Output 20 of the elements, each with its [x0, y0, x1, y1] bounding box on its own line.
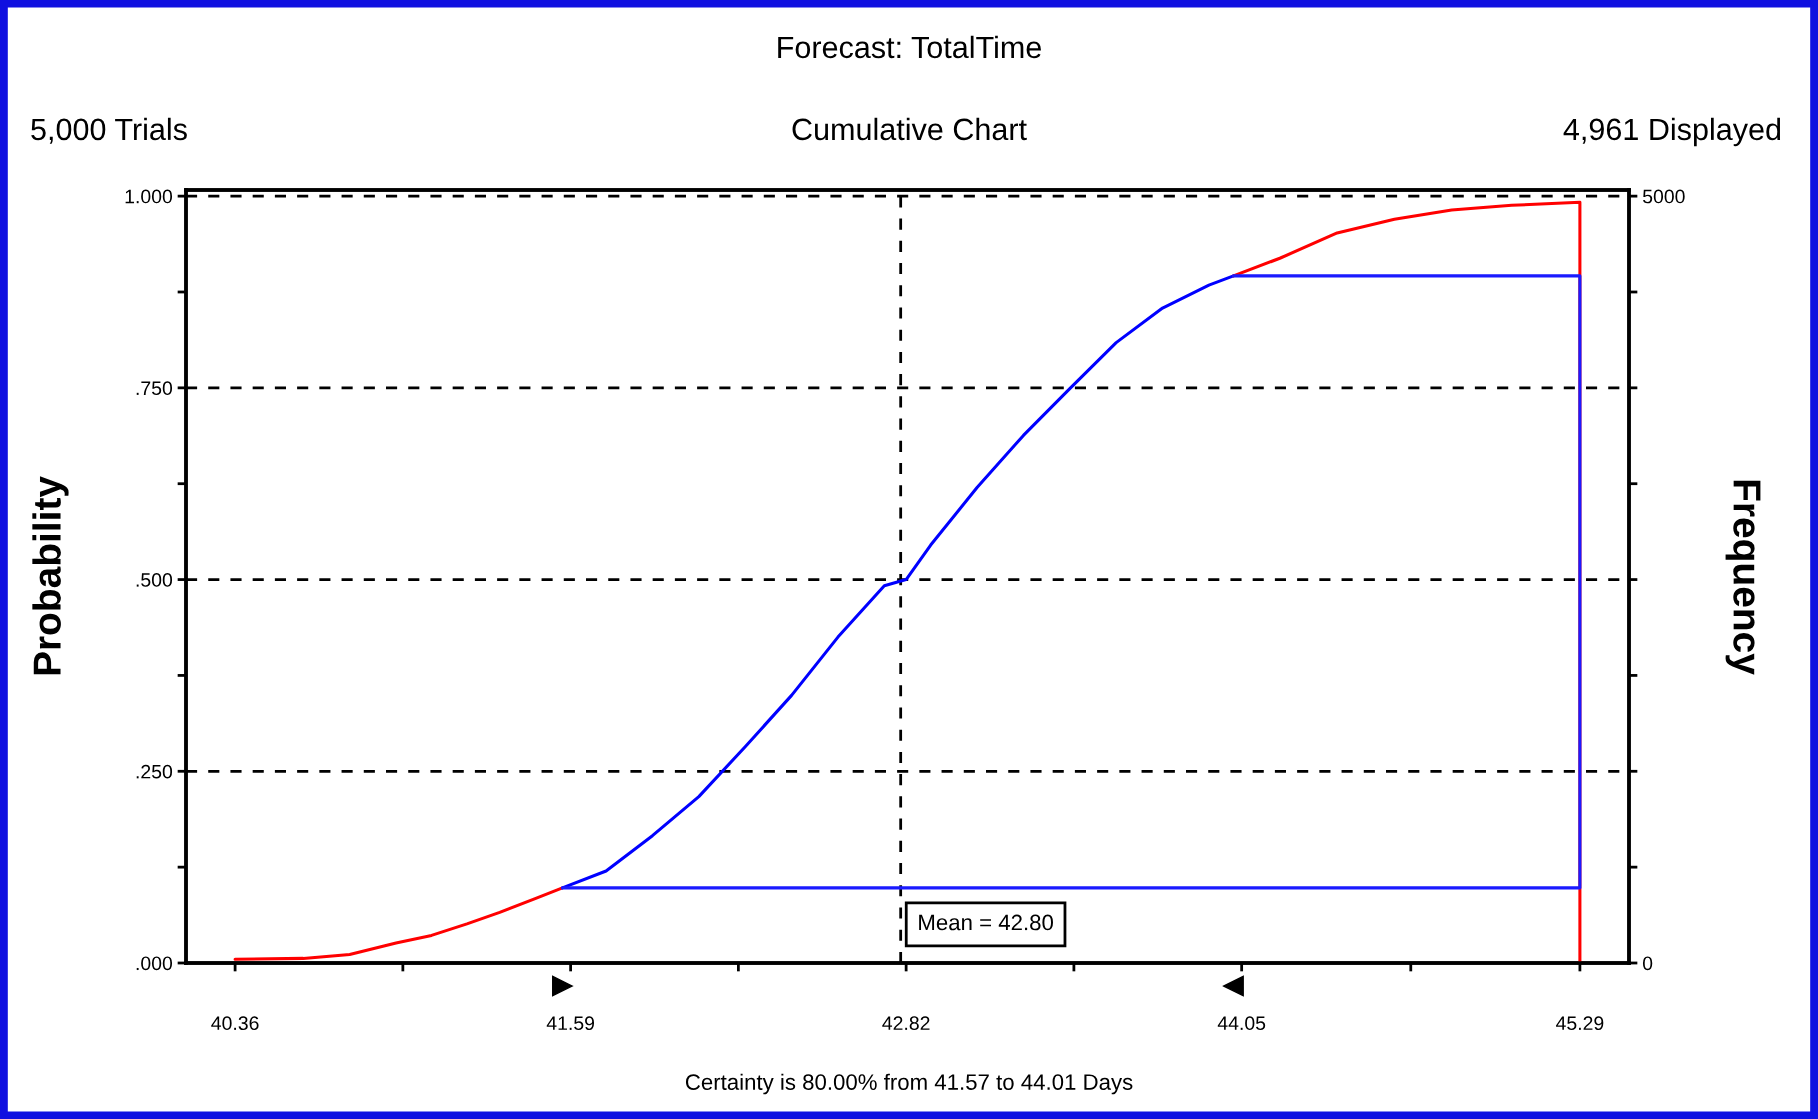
x-tick-label: 41.59: [546, 1016, 595, 1031]
ref-line-label: Mean = 42.80: [919, 914, 1053, 931]
y-axis-title: Probability: [32, 476, 69, 675]
y2-tick-label: 5000: [1642, 189, 1685, 204]
text: 5,000 Trials: [31, 117, 187, 144]
x-tick-label: 45.29: [1556, 1016, 1604, 1031]
y-tick-label: 1.000: [125, 189, 173, 204]
y-tick-label: .000: [136, 956, 173, 971]
y2-axis-title: Frequency: [1725, 480, 1761, 675]
y2-tick-label: 0: [1642, 956, 1653, 971]
x-tick-label: 40.36: [211, 1016, 259, 1031]
y-tick-label: .500: [136, 573, 173, 587]
x-tick-label: 44.05: [1217, 1016, 1266, 1031]
y-tick-label: .750: [136, 381, 173, 396]
text: 4,961 Displayed: [1563, 117, 1781, 147]
y-tick-label: .250: [136, 764, 173, 779]
chart-subtitle: Cumulative Chart: [792, 117, 1027, 141]
chart-title: Forecast: TotalTime: [778, 35, 1041, 59]
text: Certainty is 80.00% from 41.57 to 44.01 Days: [685, 1073, 1133, 1095]
x-tick-label: 42.82: [882, 1016, 930, 1031]
